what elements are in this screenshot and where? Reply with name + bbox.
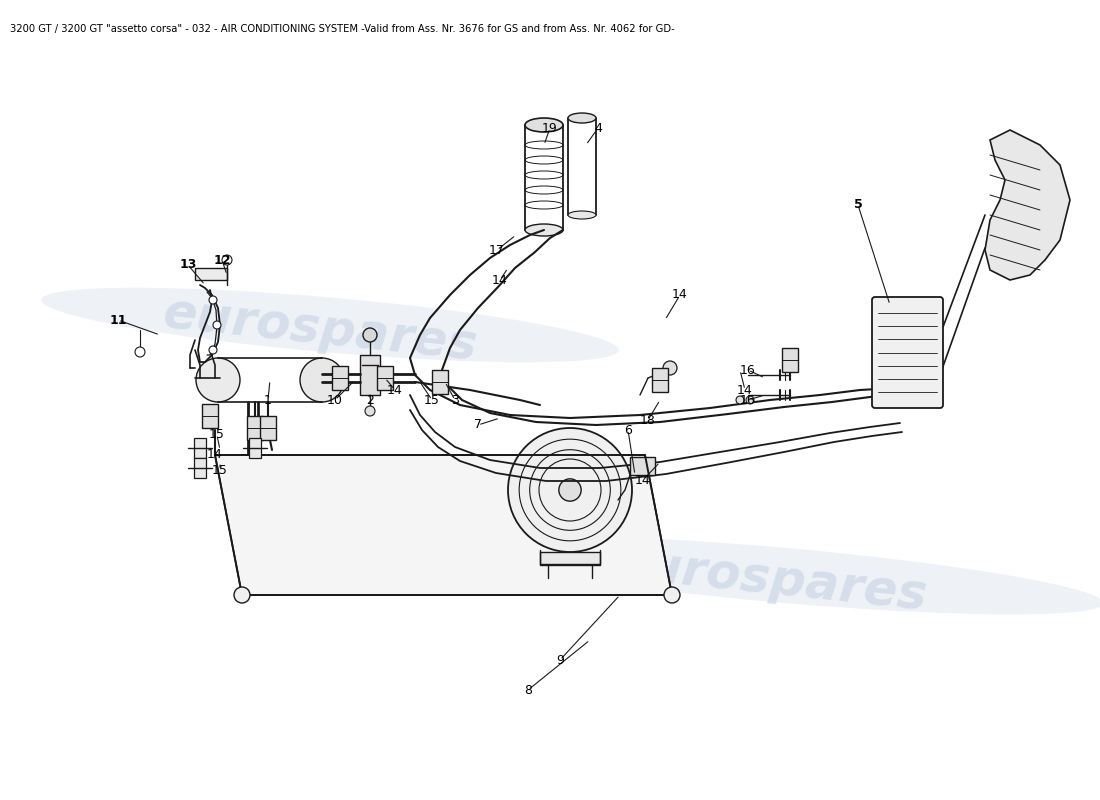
- Bar: [248, 416, 263, 440]
- Bar: [360, 355, 379, 395]
- Text: 12: 12: [213, 254, 231, 266]
- Circle shape: [736, 396, 744, 404]
- Text: 9: 9: [557, 654, 564, 666]
- Ellipse shape: [41, 288, 619, 362]
- Circle shape: [663, 361, 676, 375]
- Ellipse shape: [196, 358, 240, 402]
- Text: 6: 6: [624, 423, 631, 437]
- Circle shape: [746, 396, 754, 404]
- Text: 11: 11: [109, 314, 126, 326]
- Circle shape: [209, 346, 217, 354]
- Text: 14: 14: [737, 383, 752, 397]
- Circle shape: [222, 255, 232, 265]
- Bar: [652, 368, 668, 392]
- Circle shape: [508, 428, 632, 552]
- Text: 2: 2: [366, 394, 374, 406]
- Bar: [195, 268, 227, 280]
- Text: 14: 14: [672, 289, 688, 302]
- Text: 14: 14: [207, 449, 223, 462]
- FancyBboxPatch shape: [872, 297, 943, 408]
- Bar: [194, 438, 206, 458]
- Text: 14: 14: [387, 383, 403, 397]
- Text: 17: 17: [490, 243, 505, 257]
- Circle shape: [363, 328, 377, 342]
- Ellipse shape: [525, 118, 563, 132]
- Ellipse shape: [525, 224, 563, 236]
- Bar: [540, 552, 600, 564]
- Circle shape: [213, 321, 221, 329]
- Ellipse shape: [568, 113, 596, 123]
- Bar: [432, 370, 448, 394]
- Text: 7: 7: [474, 418, 482, 431]
- Text: 13: 13: [179, 258, 197, 271]
- Text: 18: 18: [640, 414, 656, 426]
- Text: 15: 15: [212, 463, 228, 477]
- Ellipse shape: [568, 211, 596, 219]
- Circle shape: [664, 587, 680, 603]
- Bar: [782, 348, 797, 372]
- Bar: [249, 438, 261, 458]
- Polygon shape: [984, 130, 1070, 280]
- Text: 14: 14: [492, 274, 508, 286]
- Circle shape: [234, 587, 250, 603]
- Bar: [377, 366, 393, 390]
- Bar: [194, 458, 206, 478]
- Polygon shape: [214, 455, 672, 595]
- Bar: [260, 416, 276, 440]
- Text: 1: 1: [264, 394, 272, 406]
- Ellipse shape: [456, 535, 1100, 614]
- Text: 3: 3: [451, 394, 459, 406]
- Circle shape: [365, 406, 375, 416]
- Text: 19: 19: [542, 122, 558, 134]
- Text: 5: 5: [854, 198, 862, 211]
- Bar: [332, 366, 348, 390]
- Text: eurospares: eurospares: [161, 290, 480, 370]
- Text: 10: 10: [327, 394, 343, 406]
- Text: eurospares: eurospares: [610, 540, 930, 620]
- Text: 15: 15: [209, 429, 224, 442]
- Ellipse shape: [300, 358, 344, 402]
- Text: 16: 16: [740, 394, 756, 406]
- Circle shape: [209, 296, 217, 304]
- Circle shape: [135, 347, 145, 357]
- Text: 16: 16: [740, 363, 756, 377]
- Text: 4: 4: [594, 122, 602, 134]
- Bar: [202, 404, 218, 428]
- Circle shape: [559, 479, 581, 501]
- Text: 8: 8: [524, 683, 532, 697]
- Text: 14: 14: [635, 474, 651, 486]
- Text: 15: 15: [425, 394, 440, 406]
- Text: 3200 GT / 3200 GT "assetto corsa" - 032 - AIR CONDITIONING SYSTEM -Valid from As: 3200 GT / 3200 GT "assetto corsa" - 032 …: [10, 24, 674, 34]
- Bar: [630, 457, 654, 475]
